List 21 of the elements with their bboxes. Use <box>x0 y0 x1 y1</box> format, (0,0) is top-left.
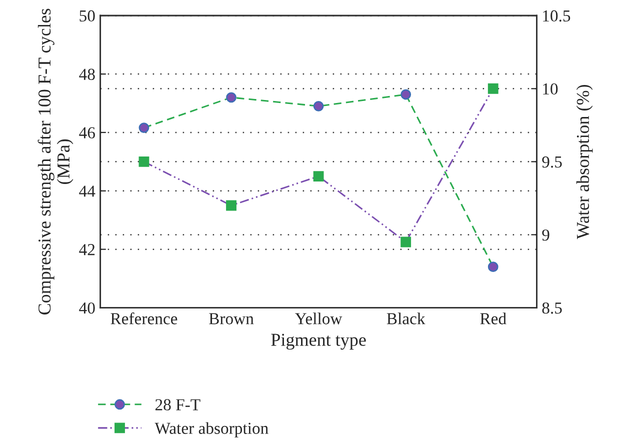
y2-tick-label: 10.5 <box>543 10 570 22</box>
x-tick-label: Reference <box>110 312 178 324</box>
y-tick-label: 44 <box>79 186 96 197</box>
x-axis-title: Pigment type <box>271 334 366 350</box>
x-tick-label: Black <box>386 312 426 324</box>
y2-tick-label: 9.5 <box>542 156 562 168</box>
y2-axis-title: Water absorption (%) <box>576 84 593 240</box>
legend-label: 28 F-T <box>155 399 200 410</box>
y-tick-label: 50 <box>80 10 95 22</box>
y2-tick-label: 9 <box>542 229 550 241</box>
y-tick-label: 46 <box>79 127 95 138</box>
x-tick-label: Yellow <box>295 312 342 324</box>
y-tick-label: 42 <box>79 244 95 256</box>
y2-tick-label: 8.5 <box>542 302 562 314</box>
legend-label: Water absorption <box>154 422 268 438</box>
y-tick-label: 48 <box>79 68 95 80</box>
y2-tick-label: 10 <box>543 83 558 95</box>
x-tick-label: Red <box>480 312 506 324</box>
y-tick-label: 40 <box>79 302 95 314</box>
y-axis-title: Compressive strength after 100 F-T cycles (MPa) <box>38 8 74 314</box>
x-tick-label: Brown <box>209 313 254 324</box>
